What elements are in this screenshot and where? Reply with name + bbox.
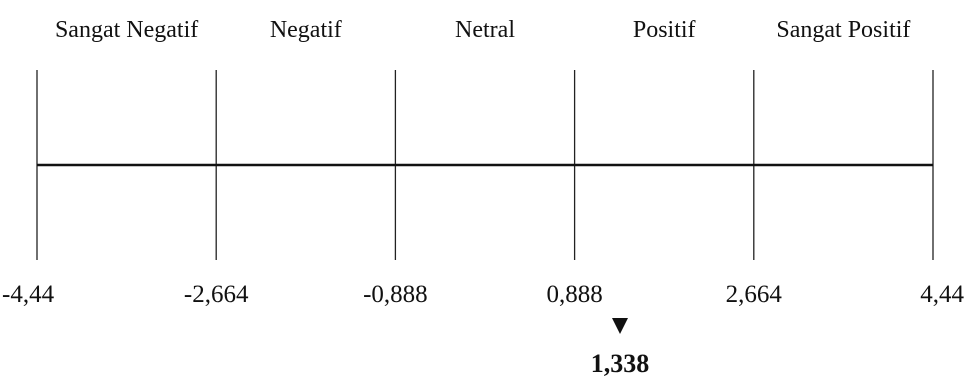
tick-label: 0,888 [546,281,602,308]
category-label: Netral [455,17,515,43]
category-label: Sangat Positif [776,17,910,43]
tick-label: -4,44 [2,281,55,308]
category-label: Sangat Negatif [55,17,198,43]
tick-label: -2,664 [184,281,249,308]
category-labels: Sangat Negatif Negatif Netral Positif Sangat… [55,17,910,43]
category-label: Positif [633,17,696,43]
tick-label: -0,888 [363,281,428,308]
result-value-label: 1,338 [591,349,650,378]
tick-label: 4,44 [920,281,964,308]
result-marker: 1,338 [591,318,650,378]
tick-labels: -4,44 -2,664 -0,888 0,888 2,664 4,44 [2,281,965,308]
down-triangle-icon [612,318,629,334]
tick-label: 2,664 [726,281,783,308]
category-label: Negatif [270,17,342,43]
